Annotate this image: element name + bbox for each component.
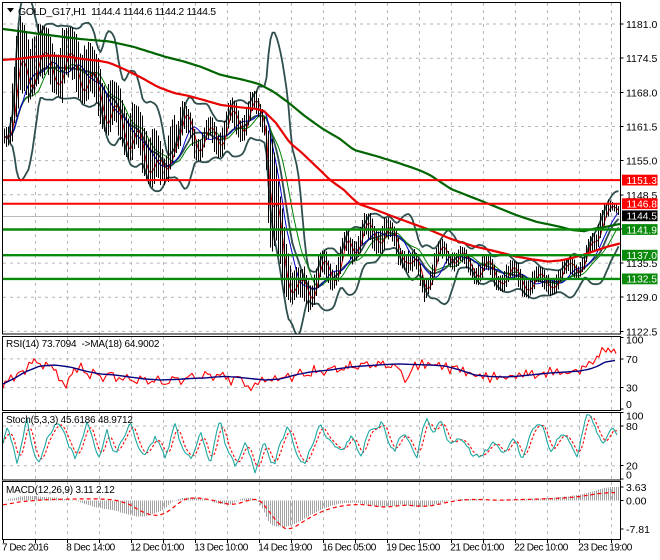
svg-text:100: 100	[626, 335, 644, 347]
svg-text:0: 0	[626, 470, 632, 482]
svg-text:21 Dec 01:00: 21 Dec 01:00	[450, 543, 504, 554]
svg-text:16 Dec 05:00: 16 Dec 05:00	[322, 543, 376, 554]
svg-text:30: 30	[626, 383, 638, 395]
svg-text:1144.5: 1144.5	[627, 212, 658, 223]
svg-text:1141.9: 1141.9	[627, 225, 658, 236]
svg-text:3.63: 3.63	[626, 482, 647, 494]
svg-text:0.00: 0.00	[626, 495, 647, 507]
svg-text:100: 100	[626, 411, 644, 423]
svg-text:1137.0: 1137.0	[627, 251, 658, 262]
svg-text:19 Dec 15:00: 19 Dec 15:00	[386, 543, 440, 554]
svg-text:GOLD_G17,H1 1144.4 1144.6 114: GOLD_G17,H1 1144.4 1144.6 1144.2 1144.5	[18, 6, 216, 18]
svg-text:1168.0: 1168.0	[626, 87, 657, 99]
svg-text:7 Dec 2016: 7 Dec 2016	[2, 543, 49, 554]
svg-text:14 Dec 19:00: 14 Dec 19:00	[258, 543, 312, 554]
svg-text:1174.5: 1174.5	[626, 53, 657, 65]
svg-text:70: 70	[626, 354, 638, 366]
svg-text:Stoch(5,3,3) 45.6186 48.9712: Stoch(5,3,3) 45.6186 48.9712	[6, 415, 133, 426]
svg-text:1129.0: 1129.0	[626, 292, 657, 304]
svg-text:1161.5: 1161.5	[626, 122, 657, 134]
svg-text:1146.8: 1146.8	[627, 200, 658, 211]
svg-text:RSI(14) 73.7094 ->MA(18) 64.9: RSI(14) 73.7094 ->MA(18) 64.9002	[6, 339, 160, 350]
svg-text:13 Dec 10:00: 13 Dec 10:00	[194, 543, 248, 554]
svg-text:1132.5: 1132.5	[627, 275, 658, 286]
svg-text:1155.0: 1155.0	[626, 156, 657, 168]
svg-text:MACD(12,26,9) 3.11 2.12: MACD(12,26,9) 3.11 2.12	[6, 485, 115, 496]
svg-text:8 Dec 14:00: 8 Dec 14:00	[66, 543, 115, 554]
svg-text:22 Dec 10:00: 22 Dec 10:00	[514, 543, 568, 554]
svg-text:80: 80	[626, 421, 638, 433]
svg-text:-7.81: -7.81	[626, 524, 650, 536]
svg-text:1122.5: 1122.5	[626, 326, 657, 338]
svg-text:1151.3: 1151.3	[627, 176, 658, 187]
svg-text:1135.5: 1135.5	[626, 258, 657, 270]
svg-text:23 Dec 19:00: 23 Dec 19:00	[578, 543, 632, 554]
svg-text:0: 0	[626, 399, 632, 411]
svg-text:1181.0: 1181.0	[626, 19, 657, 31]
svg-text:20: 20	[626, 461, 638, 473]
svg-text:12 Dec 01:00: 12 Dec 01:00	[130, 543, 184, 554]
